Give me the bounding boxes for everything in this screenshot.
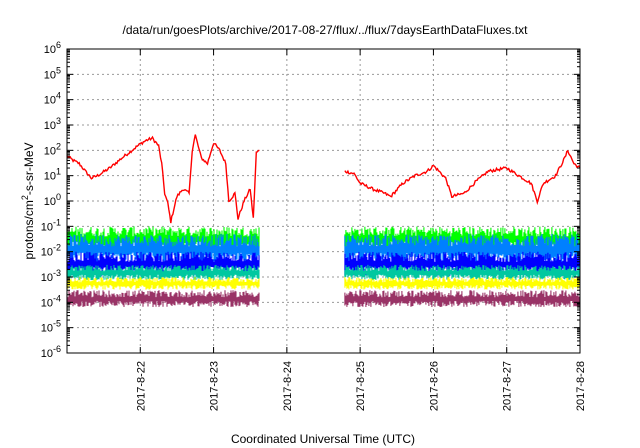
y-tick-label: 10-1 [41,217,61,233]
flux-series-0 [66,134,260,224]
flux-series-6 [66,290,260,307]
y-tick-label: 100 [44,192,61,208]
x-tick-label: 2017-8-28 [575,361,587,411]
flux-series-0 [344,149,581,206]
flux-series-5 [66,277,260,290]
flux-series-3 [344,251,581,276]
x-tick-label: 2017-8-22 [135,361,147,411]
y-tick-label: 106 [44,40,61,56]
chart-title: /data/run/goesPlots/archive/2017-08-27/f… [123,23,529,37]
x-tick-labels: 2017-8-22 2017-8-23 2017-8-24 2017-8-25 2017… [135,361,587,411]
y-tick-label: 102 [44,141,61,157]
y-tick-label: 104 [44,91,61,107]
y-tick-label: 10-3 [41,268,61,284]
series-noise-group [66,226,581,307]
flux-series-4 [344,264,581,281]
y-tick-label: 103 [44,116,61,132]
y-tick-label: 101 [44,167,61,183]
y-tick-labels: 10-6 10-5 10-4 10-3 10-2 10-1 100 101 102 103 104 1… [41,40,61,360]
x-axis-label: Coordinated Universal Time (UTC) [231,432,415,446]
y-tick-label: 10-2 [41,243,61,259]
x-tick-label: 2017-8-26 [428,361,440,411]
y-tick-label: 105 [44,65,61,81]
y-tick-label: 10-6 [41,344,61,360]
series-line-group [66,134,581,224]
x-tick-label: 2017-8-23 [209,361,221,411]
flux-series-2 [344,234,581,264]
tick-group [67,48,581,354]
y-tick-label: 10-4 [41,293,61,309]
x-tick-label: 2017-8-25 [355,361,367,411]
grid [67,49,580,353]
y-tick-label: 10-5 [41,319,61,335]
flux-series-5 [344,277,581,290]
x-tick-label: 2017-8-27 [502,361,514,411]
y-axis-label: protons/cm2-s-sr-MeV [20,142,36,259]
flux-series-6 [344,290,581,307]
x-tick-label: 2017-8-24 [282,361,294,411]
